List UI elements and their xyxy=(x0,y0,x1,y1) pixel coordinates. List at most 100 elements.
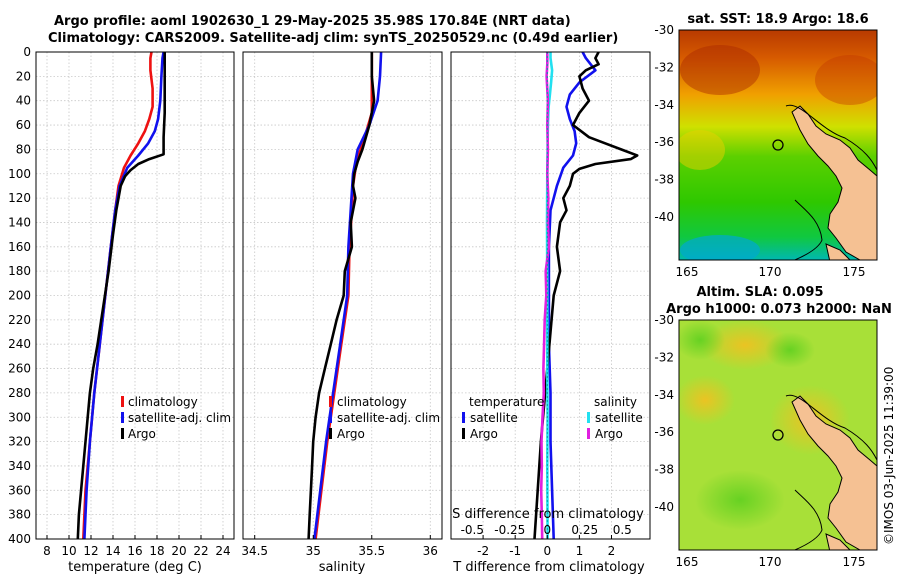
depth-tick-label: 0 xyxy=(23,45,31,59)
x-tick-label: 20 xyxy=(171,544,186,558)
depth-tick-label: 120 xyxy=(8,191,31,205)
sst-map-title: sat. SST: 18.9 Argo: 18.6 xyxy=(687,12,868,27)
legend-t-satellite-swatch xyxy=(462,412,465,423)
sla-map: Altim. SLA: 0.095 Argo h1000: 0.073 h200… xyxy=(654,285,891,569)
lat-tick-label: -30 xyxy=(654,23,674,37)
sla-map-frame xyxy=(678,319,878,551)
depth-tick-label: 280 xyxy=(8,386,31,400)
depth-tick-label: 40 xyxy=(16,94,31,108)
salinity-axes-box xyxy=(242,51,443,540)
s-difference-ticks: -0.5 -0.25 0 0.25 0.5 xyxy=(461,523,632,537)
x-tick-label: 10 xyxy=(61,544,76,558)
legend-climatology-label: climatology xyxy=(128,395,198,409)
legend-satellite-swatch xyxy=(121,412,124,423)
salinity-xlabel: salinity xyxy=(319,560,366,575)
legend-s-argo-label: Argo xyxy=(595,427,623,441)
sla-lat-ticks: -30 -32 -34 -36 -38 -40 xyxy=(654,313,674,514)
x-tick-label: 14 xyxy=(105,544,120,558)
temperature-legend: climatology satellite-adj. clim Argo xyxy=(121,395,231,441)
series-line-t-argo xyxy=(533,52,639,539)
x-tick-label: 18 xyxy=(149,544,164,558)
lat-tick-label: -36 xyxy=(654,425,674,439)
difference-axes-box xyxy=(450,51,651,540)
temperature-panel: 0 20 40 60 80 100 120 140 160 180 200 220 240 260 280 3… xyxy=(8,45,235,575)
sla-map-title-2: Argo h1000: 0.073 h2000: NaN xyxy=(666,302,892,317)
sla-low-patch xyxy=(679,320,725,360)
depth-tick-label: 380 xyxy=(8,508,31,522)
sst-mid-patch xyxy=(679,130,725,170)
legend-s-argo-swatch xyxy=(587,428,590,439)
depth-tick-label: 20 xyxy=(16,69,31,83)
legend-climatology-label: climatology xyxy=(337,395,407,409)
x-tick-label: 2 xyxy=(608,544,616,558)
lon-tick-label: 175 xyxy=(843,265,866,279)
temperature-grid xyxy=(36,51,234,540)
sst-warm-patch xyxy=(815,55,877,105)
salinity-legend: climatology satellite-adj. clim Argo xyxy=(329,395,440,441)
sla-lon-ticks: 165 170 175 xyxy=(676,555,866,569)
depth-tick-label: 100 xyxy=(8,167,31,181)
new-zealand-north-island xyxy=(791,105,877,260)
x-tick-label: 16 xyxy=(127,544,142,558)
s-tick-label: 0 xyxy=(543,523,551,537)
depth-tick-label: 60 xyxy=(16,118,31,132)
legend-s-satellite-swatch xyxy=(587,412,590,423)
depth-tick-label: 160 xyxy=(8,240,31,254)
depth-tick-label: 200 xyxy=(8,289,31,303)
legend-t-argo-label: Argo xyxy=(470,427,498,441)
x-tick-label: 36 xyxy=(423,544,438,558)
depth-tick-label: 220 xyxy=(8,313,31,327)
legend-s-satellite-label: satellite xyxy=(595,411,643,425)
lat-tick-label: -32 xyxy=(654,60,674,74)
legend-satellite-label: satellite-adj. clim xyxy=(337,411,440,425)
depth-tick-label: 360 xyxy=(8,483,31,497)
series-line-t-satellite xyxy=(547,52,597,539)
legend-satellite-swatch xyxy=(329,412,332,423)
sst-cool-patch xyxy=(680,235,760,260)
legend-argo-label: Argo xyxy=(337,427,365,441)
sla-low-patch xyxy=(765,332,815,368)
lon-tick-label: 170 xyxy=(759,555,782,569)
argo-float-marker xyxy=(772,139,784,151)
salinity-lines xyxy=(307,52,383,539)
x-tick-label: 0 xyxy=(543,544,551,558)
new-zealand-north-island xyxy=(791,395,877,550)
lat-tick-label: -34 xyxy=(654,388,674,402)
temperature-xlabel: temperature (deg C) xyxy=(68,560,202,575)
s-tick-label: 0.5 xyxy=(613,523,632,537)
x-tick-label: 35 xyxy=(306,544,321,558)
lon-tick-label: 175 xyxy=(843,555,866,569)
depth-tick-label: 340 xyxy=(8,459,31,473)
difference-legend: temperature satellite Argo salinity sate… xyxy=(462,395,643,441)
legend-t-argo-swatch xyxy=(462,428,465,439)
sst-lon-ticks: 165 170 175 xyxy=(676,265,866,279)
x-tick-label: 35.5 xyxy=(358,544,385,558)
x-tick-label: -1 xyxy=(509,544,521,558)
lat-tick-label: -38 xyxy=(654,463,674,477)
legend-argo-swatch xyxy=(329,428,332,439)
lat-tick-label: -30 xyxy=(654,313,674,327)
sst-map: sat. SST: 18.9 Argo: 18.6 -30-32-34-36-3… xyxy=(654,12,878,279)
legend-climatology-swatch xyxy=(121,396,124,407)
sla-low-patch xyxy=(695,470,785,530)
difference-x-ticks: -2 -1 0 1 2 xyxy=(477,535,615,558)
sla-map-title-1: Altim. SLA: 0.095 xyxy=(697,285,824,300)
bathymetry-contour xyxy=(785,394,877,550)
x-tick-label: 12 xyxy=(83,544,98,558)
legend-satellite-label: satellite-adj. clim xyxy=(128,411,231,425)
sst-map-frame xyxy=(678,29,878,261)
lat-tick-label: -40 xyxy=(654,210,674,224)
x-tick-label: 1 xyxy=(576,544,584,558)
lat-tick-label: -32 xyxy=(654,350,674,364)
depth-tick-label: 300 xyxy=(8,410,31,424)
title-line-1: Argo profile: aoml 1902630_1 29-May-2025… xyxy=(54,14,571,29)
x-tick-label: 8 xyxy=(43,544,51,558)
s-difference-label: S difference from climatology xyxy=(452,507,644,522)
argo-float-marker xyxy=(772,429,784,441)
imos-credit: ©IMOS 03-Jun-2025 11:39:00 xyxy=(882,367,896,545)
legend-argo-swatch xyxy=(121,428,124,439)
lat-tick-label: -36 xyxy=(654,135,674,149)
temperature-lines xyxy=(76,52,166,539)
lat-tick-label: -38 xyxy=(654,173,674,187)
